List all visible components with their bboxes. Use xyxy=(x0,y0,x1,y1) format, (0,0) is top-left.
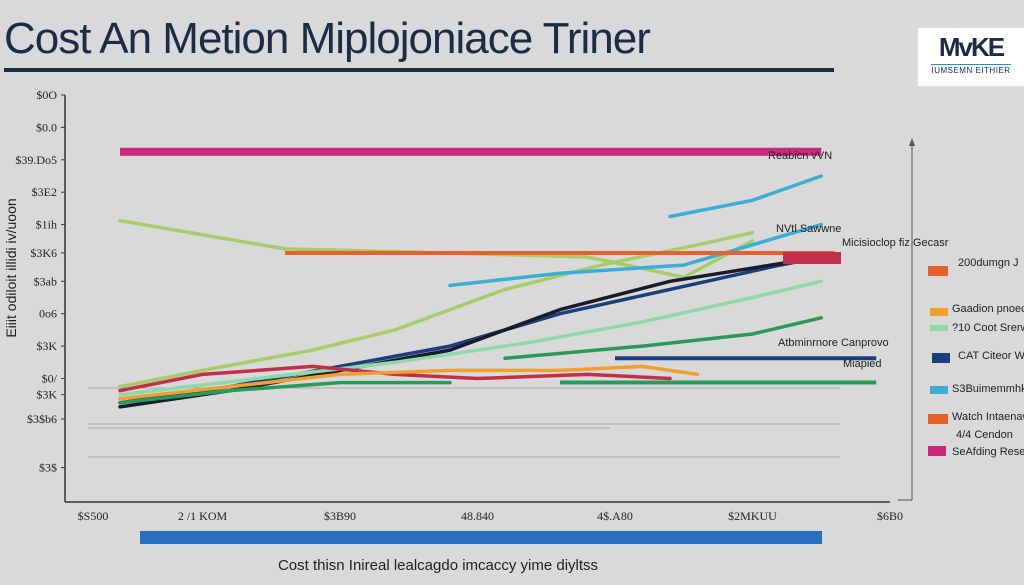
y-tick-label: $3K6 xyxy=(30,246,57,260)
legend-swatch xyxy=(932,353,950,363)
legend-label: 200dumgn J xyxy=(958,257,1019,269)
series-line xyxy=(118,364,672,393)
x-tick-label: $3B90 xyxy=(324,509,356,523)
title-underline xyxy=(4,68,834,72)
legend-label: Gaadion pnoecsn xyxy=(952,303,1024,315)
chart-annotation: Reabicn vVN xyxy=(768,150,832,162)
legend-label: S3Buimemmhk xyxy=(952,383,1024,395)
series-line xyxy=(448,222,824,288)
brand-logo: MvKE IUMSEMN EITHIER xyxy=(918,28,1024,86)
x-axis-title: Cost thisn Inireal lealcagdo imcaccy yim… xyxy=(278,557,598,574)
series-line xyxy=(668,174,824,219)
legend-label: 4/4 Cendon xyxy=(956,429,1013,441)
y-tick-label: $3ab xyxy=(34,274,57,288)
y-axis-label: Eiiit odiloit illidi iv/uoon xyxy=(3,198,19,337)
y-tick-label: $3K xyxy=(36,388,57,402)
page-title: Cost An Metion Miplojoniace Triner xyxy=(4,14,651,63)
legend-swatch xyxy=(930,386,948,394)
x-axis-band-bar xyxy=(140,531,822,544)
y-tick-label: $3$b6 xyxy=(27,412,57,426)
y-tick-label: $0/ xyxy=(42,372,58,386)
x-tick-label: $S500 xyxy=(78,509,109,523)
y-tick-label: $1ih xyxy=(36,218,57,232)
y-tick-label: $3K xyxy=(36,339,57,353)
x-tick-label: $2MKUU xyxy=(728,509,777,523)
y-axis-ticks: $0O $0.0 $39.Do5 $3E2 $1ih $3K6 $3ab 0o6 $3K $0/ $… xyxy=(15,88,65,475)
legend-label: CAT Citeor W xyxy=(958,350,1024,362)
legend-swatch xyxy=(930,325,948,331)
chart-gridlines xyxy=(88,387,840,458)
x-tick-label: 2 /1 KOM xyxy=(178,509,228,523)
marker-block xyxy=(783,252,841,264)
series-line xyxy=(118,380,452,405)
chart-annotation: Atbminrnore Canprovo xyxy=(778,337,889,349)
right-range-arrow xyxy=(909,138,915,146)
x-tick-label: $6B0 xyxy=(877,509,903,523)
logo-subtext: IUMSEMN EITHIER xyxy=(931,64,1011,75)
chart-series xyxy=(118,174,824,409)
y-tick-label: $39.Do5 xyxy=(15,153,57,167)
y-axis-title: Eiiit odiloit illidi iv/uoon xyxy=(3,198,19,337)
x-tick-label: 4$.A80 xyxy=(597,509,633,523)
y-tick-label: $0O xyxy=(36,88,57,102)
legend-label: ?10 Coot Srerw xyxy=(952,322,1024,334)
x-axis-ticks: $S500 2 /1 KOM $3B90 48.840 4$.A80 $2MKUU $6B0 xyxy=(78,509,903,523)
chart-annotation: Miapied xyxy=(843,358,882,370)
chart-annotation: NVtl Sawwne xyxy=(776,223,841,235)
legend-swatch xyxy=(930,308,948,316)
legend-label: SeAfding Resene xyxy=(952,446,1024,458)
legend-swatch xyxy=(928,414,948,424)
legend-label: Watch Intaenaw xyxy=(952,411,1024,423)
series-line xyxy=(118,230,755,389)
legend-swatch xyxy=(928,446,946,456)
y-tick-label: $3E2 xyxy=(32,185,57,199)
x-axis-band: Cost thisn Inireal lealcagdo imcaccy yim… xyxy=(140,531,822,574)
series-line xyxy=(118,218,755,280)
series-line xyxy=(118,279,824,397)
chart-annotation: Micisioclop fiz Gecasr xyxy=(842,237,949,249)
series-line xyxy=(503,316,824,361)
x-tick-label: 48.840 xyxy=(461,509,494,523)
series-line xyxy=(118,364,700,401)
y-tick-label: $0.0 xyxy=(36,120,57,134)
chart-legend: 200dumgn J Gaadion pnoecsn ?10 Coot Srerw C… xyxy=(928,257,1024,458)
y-tick-label: $3$ xyxy=(39,461,57,475)
chart-axes xyxy=(64,95,915,503)
legend-swatch xyxy=(928,266,948,276)
y-tick-label: 0o6 xyxy=(39,307,57,321)
logo-mark: MvKE xyxy=(938,32,1005,62)
chart-reference-lines xyxy=(120,147,877,385)
